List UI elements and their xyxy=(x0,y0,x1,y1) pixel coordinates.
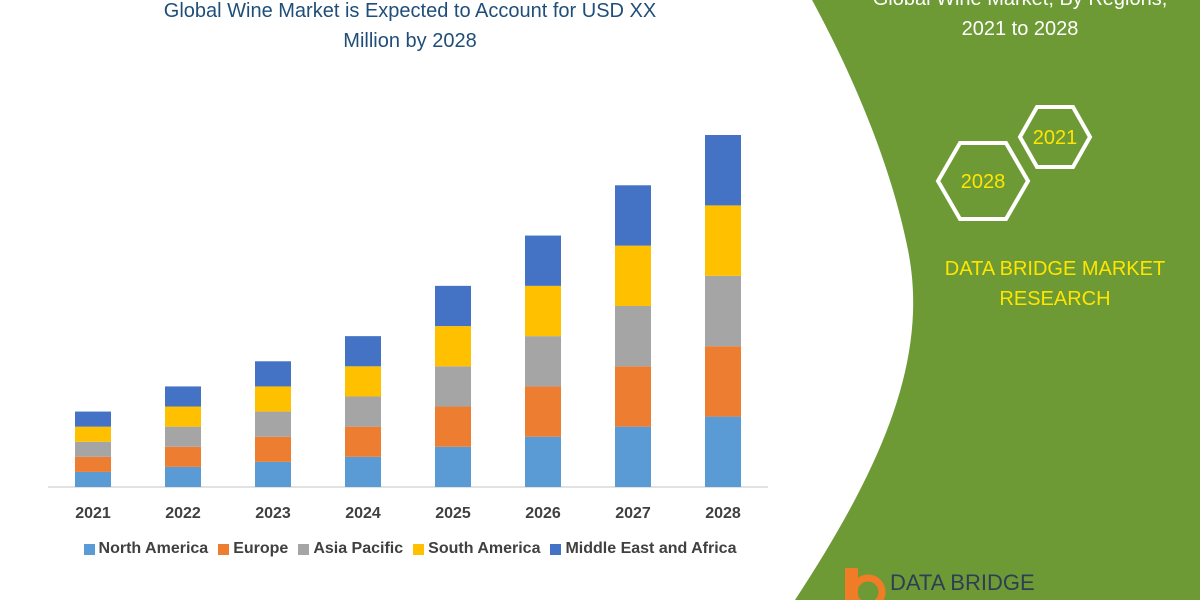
bar-segment xyxy=(255,361,291,387)
x-tick-label: 2023 xyxy=(255,505,291,522)
bar-segment xyxy=(345,336,381,367)
bar-segment xyxy=(615,245,651,306)
bar-segment xyxy=(525,436,561,487)
legend-item: South America xyxy=(413,540,540,558)
legend-label: Europe xyxy=(233,540,289,557)
bar-segment xyxy=(165,406,201,427)
x-tick-label: 2025 xyxy=(435,505,471,522)
bar-segment xyxy=(75,426,111,442)
hexagon xyxy=(1017,105,1093,169)
bar-segment xyxy=(435,406,471,447)
bar-segment xyxy=(615,305,651,367)
bar-segment xyxy=(255,411,291,437)
legend-swatch xyxy=(298,543,310,555)
badge: 2028 xyxy=(961,171,1006,193)
legend-label: Middle East and Africa xyxy=(565,540,737,557)
x-tick-label: 2024 xyxy=(345,505,381,522)
bar-segment xyxy=(435,446,471,487)
bar-segment xyxy=(345,396,381,427)
brand: DATA BRIDGE MARKET RESEARCH xyxy=(944,258,1166,310)
bar-segment xyxy=(345,456,381,487)
x-tick-label: 2027 xyxy=(615,505,651,522)
bar-segment xyxy=(165,426,201,447)
bar-segment xyxy=(255,436,291,462)
bar-segment xyxy=(165,446,201,467)
bar-segment xyxy=(255,386,291,412)
bar-segment xyxy=(345,426,381,457)
legend-item: North America xyxy=(83,540,209,558)
legend-item: Middle East and Africa xyxy=(550,540,736,558)
bar-segment xyxy=(165,386,201,407)
x-tick-label: 2026 xyxy=(525,505,561,522)
legend-label: Asia Pacific xyxy=(313,540,404,557)
legend-swatch xyxy=(83,543,95,555)
logo-icon xyxy=(850,574,886,600)
chart-title: Global Wine Market is Expected to Accoun… xyxy=(163,0,657,52)
green-panel xyxy=(795,0,1200,600)
bar-segment xyxy=(705,135,741,206)
legend: North America Europe Asia Pacific South Ame… xyxy=(40,540,780,558)
legend-item: Asia Pacific xyxy=(298,540,403,558)
bar-segment xyxy=(705,416,741,487)
x-tick-label: 2021 xyxy=(75,505,111,522)
legend-swatch xyxy=(550,543,562,555)
plot: 2021 2022 2023 2024 2025 2026 2027 2028 xyxy=(75,135,741,522)
bar-segment xyxy=(615,366,651,427)
bar-segment xyxy=(525,386,561,437)
logo-text: DATA BRIDGE xyxy=(890,570,1035,595)
bar-segment xyxy=(255,461,291,487)
legend-swatch xyxy=(218,543,230,555)
bar-segment xyxy=(165,466,201,487)
x-tick-label: 2028 xyxy=(705,505,741,522)
bar-segment xyxy=(615,185,651,246)
bar-segment xyxy=(615,426,651,487)
bar-segment xyxy=(705,275,741,347)
bar-segment xyxy=(435,366,471,407)
bar-segment xyxy=(75,411,111,427)
bar-segment xyxy=(435,326,471,367)
bar-segment xyxy=(435,285,471,327)
legend-swatch xyxy=(413,543,425,555)
bar-segment xyxy=(705,346,741,417)
bar-segment xyxy=(75,441,111,457)
legend-label: North America xyxy=(98,540,209,557)
badge: 2021 xyxy=(1033,127,1078,149)
hexagon xyxy=(935,141,1031,221)
bar-segment xyxy=(525,235,561,286)
legend-label: South America xyxy=(428,540,541,557)
bar-segment xyxy=(75,456,111,472)
legend-item: Europe xyxy=(218,540,288,558)
panel-title: Global Wine Market, By Regions, 2021 to … xyxy=(873,0,1168,40)
bar-segment xyxy=(345,366,381,397)
bar-segment xyxy=(75,471,111,487)
bar-segment xyxy=(525,336,561,387)
x-tick-label: 2022 xyxy=(165,505,201,522)
bar-segment xyxy=(525,285,561,337)
bar-segment xyxy=(705,205,741,276)
